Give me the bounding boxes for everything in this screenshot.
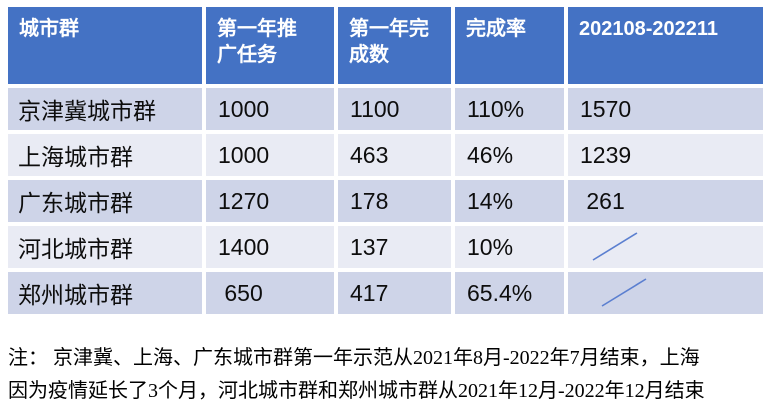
table-cell-row5-city: 郑州城市群 (8, 272, 202, 314)
table-cell-row1-period: 1570 (568, 88, 763, 130)
table-cell-row1-completed: 1100 (338, 88, 451, 130)
table-cell-row2-period: 1239 (568, 134, 763, 176)
table-cell-row4-period (568, 226, 763, 268)
slash-icon (592, 232, 638, 261)
table-cell-row3-period: 261 (568, 180, 763, 222)
table-cell-row3-city: 广东城市群 (8, 180, 202, 222)
table-cell-row2-task: 1000 (206, 134, 334, 176)
slash-icon (601, 278, 647, 307)
table-cell-row2-city: 上海城市群 (8, 134, 202, 176)
table-cell-row2-rate: 46% (455, 134, 564, 176)
table-cell-row1-rate: 110% (455, 88, 564, 130)
column-header-first-year-task: 第一年推 广任务 (206, 7, 334, 84)
table-cell-row3-task: 1270 (206, 180, 334, 222)
table-cell-row4-completed: 137 (338, 226, 451, 268)
table-cell-row5-rate: 65.4% (455, 272, 564, 314)
city-group-table: 城市群 第一年推 广任务 第一年完 成数 完成率 202108-202211 京… (8, 7, 763, 314)
table-cell-row3-completed: 178 (338, 180, 451, 222)
table-cell-row4-rate: 10% (455, 226, 564, 268)
footnote: 注： 京津冀、上海、广东城市群第一年示范从2021年8月-2022年7月结束，上… (8, 347, 705, 402)
column-header-first-year-completed: 第一年完 成数 (338, 7, 451, 84)
column-header-city-group: 城市群 (8, 7, 202, 84)
column-header-period: 202108-202211 (568, 7, 763, 84)
table-cell-row2-completed: 463 (338, 134, 451, 176)
table-cell-row3-rate: 14% (455, 180, 564, 222)
table-cell-row4-task: 1400 (206, 226, 334, 268)
table-cell-row4-city: 河北城市群 (8, 226, 202, 268)
table-cell-row5-period (568, 272, 763, 314)
table-cell-row5-task: 650 (206, 272, 334, 314)
table-cell-row5-completed: 417 (338, 272, 451, 314)
table-cell-row1-task: 1000 (206, 88, 334, 130)
column-header-completion-rate: 完成率 (455, 7, 564, 84)
table-cell-row1-city: 京津冀城市群 (8, 88, 202, 130)
